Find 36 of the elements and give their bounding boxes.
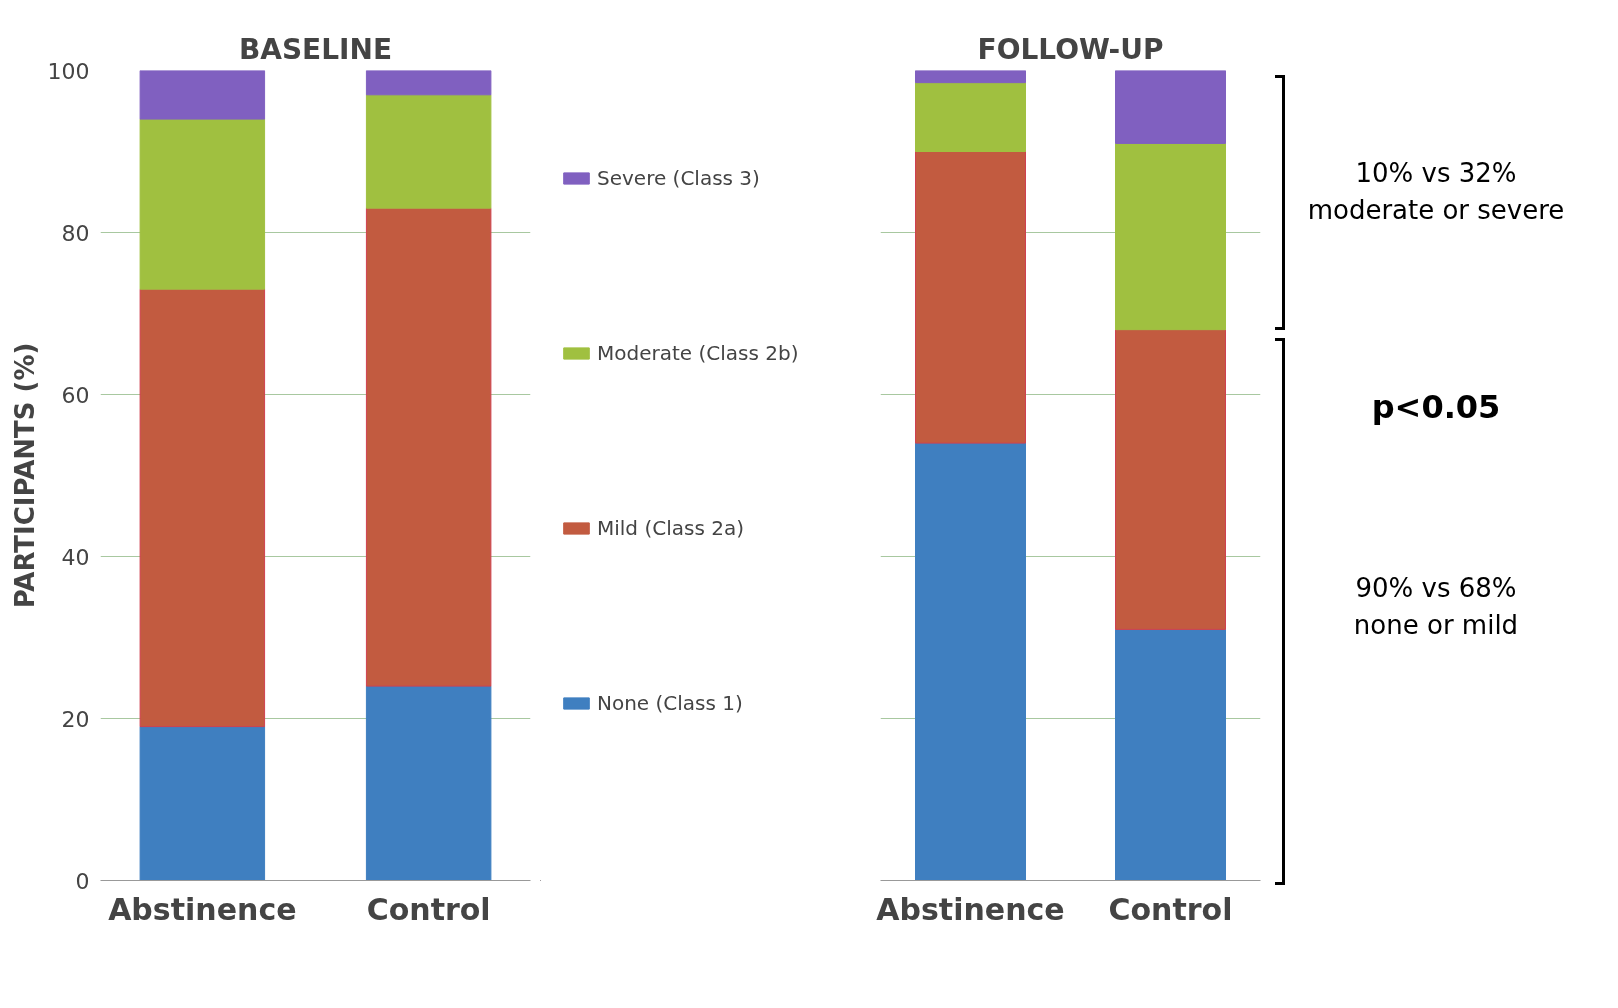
x-tick-label: Abstinence	[876, 891, 1065, 927]
x-tick-label: Control	[1108, 891, 1233, 927]
bar	[915, 151, 1026, 444]
chart-title: FOLLOW-UP	[977, 32, 1164, 66]
bar	[365, 70, 492, 96]
text: 90% vs 68% none or mild	[1352, 571, 1520, 643]
text: 10% vs 32% moderate or severe	[1306, 156, 1566, 228]
bar	[915, 82, 1026, 152]
chart-title: BASELINE	[238, 32, 393, 66]
bar	[915, 70, 1026, 84]
y-tick-label: 80	[61, 220, 90, 246]
x-tick-label: Control	[366, 891, 491, 927]
text: p<0.05	[1370, 387, 1502, 429]
bar	[139, 726, 266, 881]
y-tick-label: 20	[61, 706, 90, 732]
y-tick-label: 0	[75, 868, 90, 894]
bar	[915, 442, 1026, 881]
bar	[365, 685, 492, 881]
bar	[1115, 70, 1226, 144]
y-tick-label: 100	[47, 58, 90, 84]
bar	[139, 288, 266, 728]
bar	[365, 94, 492, 209]
bar	[1115, 628, 1226, 881]
legend-label: Mild (Class 2a)	[597, 514, 744, 542]
bar	[1115, 142, 1226, 331]
bar	[365, 207, 492, 687]
bar	[139, 118, 266, 290]
legend-label: Moderate (Class 2b)	[597, 339, 799, 367]
bar	[1115, 329, 1226, 630]
legend-label: Severe (Class 3)	[597, 164, 760, 192]
y-tick-label: 60	[61, 382, 90, 408]
x-tick-label: Abstinence	[108, 891, 297, 927]
y-axis-title: PARTICIPANTS (%)	[9, 342, 40, 609]
legend-label: None (Class 1)	[597, 689, 743, 717]
y-tick-label: 40	[61, 544, 90, 570]
bar	[139, 70, 266, 120]
